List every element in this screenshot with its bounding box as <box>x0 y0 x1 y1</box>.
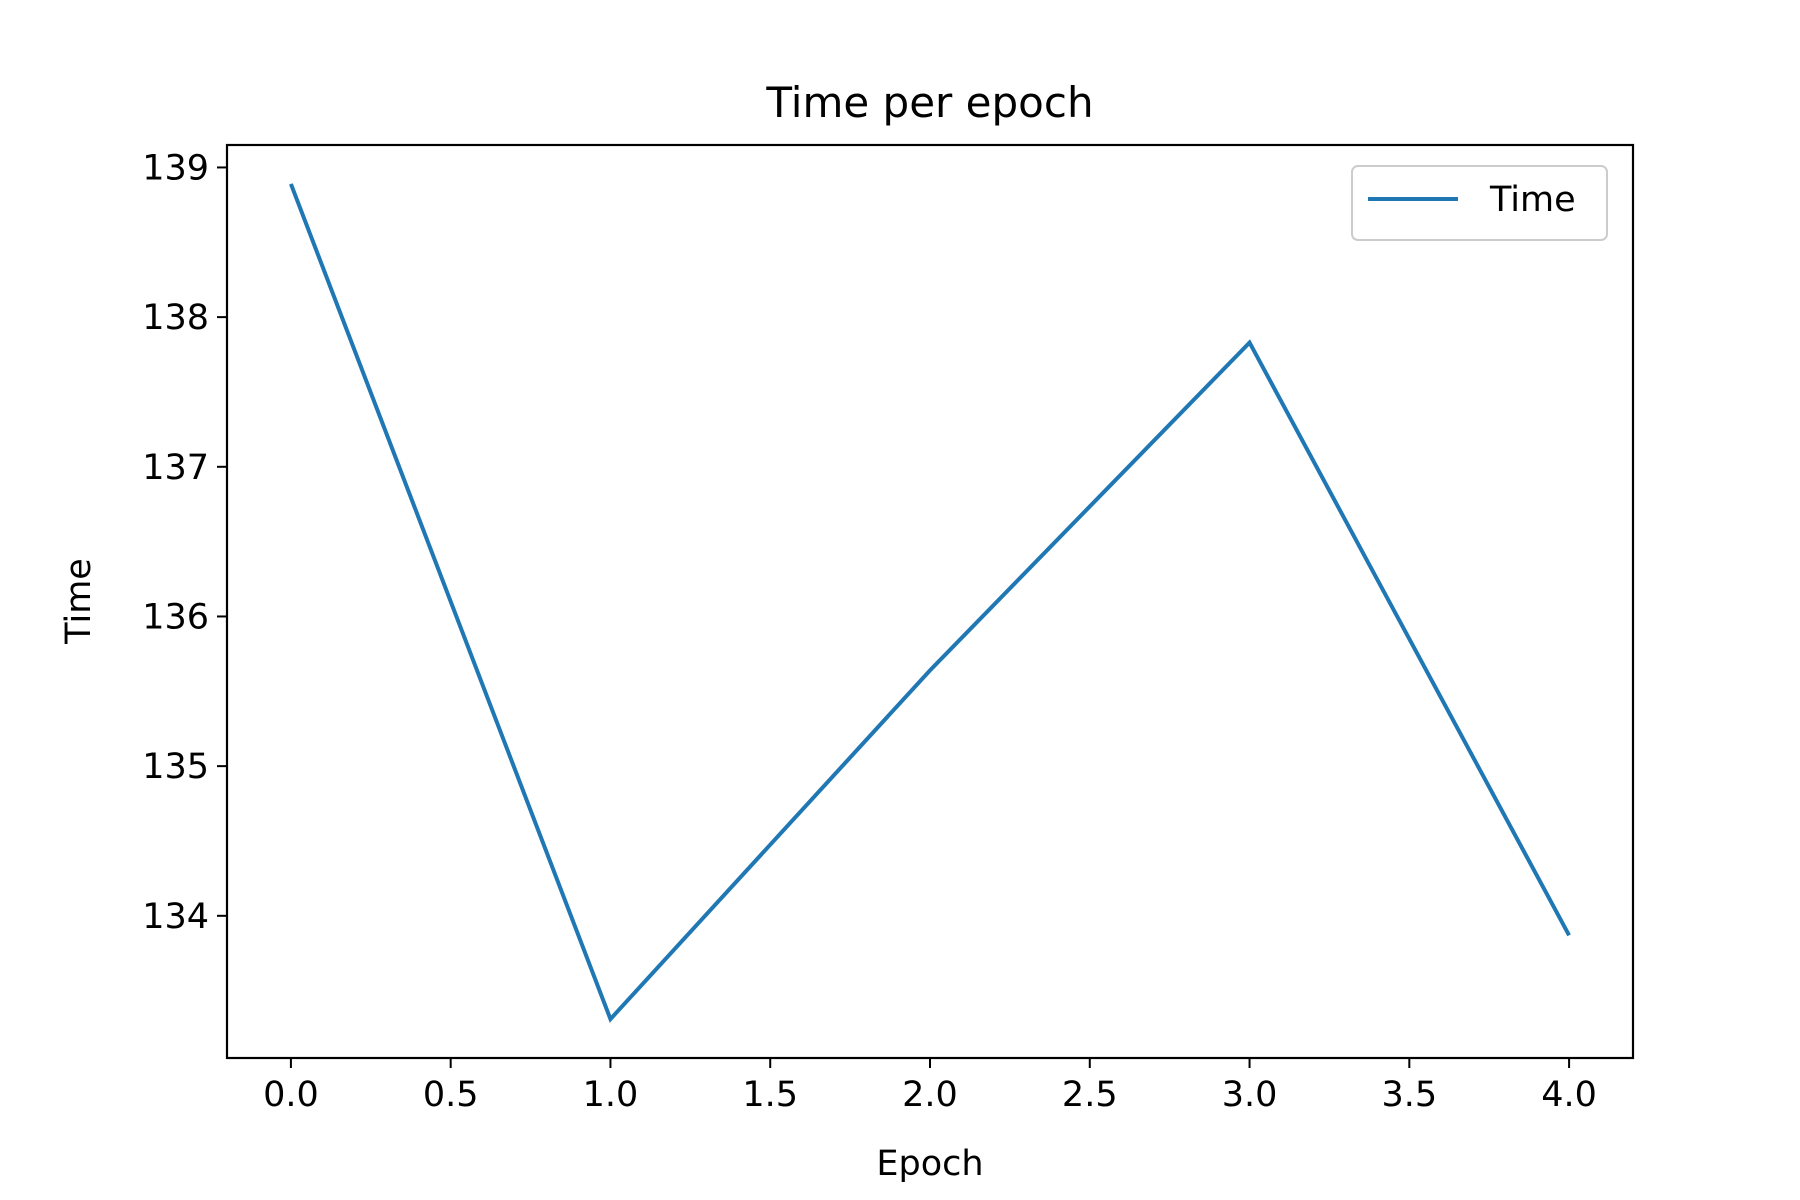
x-axis-label: Epoch <box>876 1144 983 1184</box>
y-tick-label: 138 <box>142 298 209 338</box>
y-tick-label: 137 <box>142 448 209 488</box>
y-tick-label: 136 <box>142 597 209 637</box>
x-tick-label: 1.0 <box>583 1075 639 1115</box>
x-tick-label: 2.0 <box>902 1075 958 1115</box>
y-axis-label: Time <box>59 558 99 645</box>
x-tick-label: 4.0 <box>1541 1075 1597 1115</box>
legend: Time <box>1351 165 1608 241</box>
x-tick-label: 0.0 <box>263 1075 319 1115</box>
y-tick-label: 135 <box>142 747 209 787</box>
x-tick-label: 1.5 <box>742 1075 798 1115</box>
chart-title: Time per epoch <box>765 78 1093 127</box>
plot-frame <box>225 143 1635 1060</box>
y-tick-label: 134 <box>142 897 209 937</box>
x-tick-label: 0.5 <box>423 1075 479 1115</box>
x-axis-ticks: 0.0 0.5 1.0 1.5 2.0 2.5 3.0 3.5 4.0 <box>263 1058 1597 1115</box>
x-tick-label: 3.5 <box>1381 1075 1437 1115</box>
legend-box <box>1351 165 1608 241</box>
x-tick-label: 3.0 <box>1222 1075 1278 1115</box>
x-tick-label: 2.5 <box>1062 1075 1118 1115</box>
legend-label: Time <box>1489 180 1576 220</box>
y-axis-ticks: 134 135 136 137 138 139 <box>142 148 227 937</box>
y-tick-label: 139 <box>142 148 209 188</box>
series-layer <box>289 183 1571 1023</box>
